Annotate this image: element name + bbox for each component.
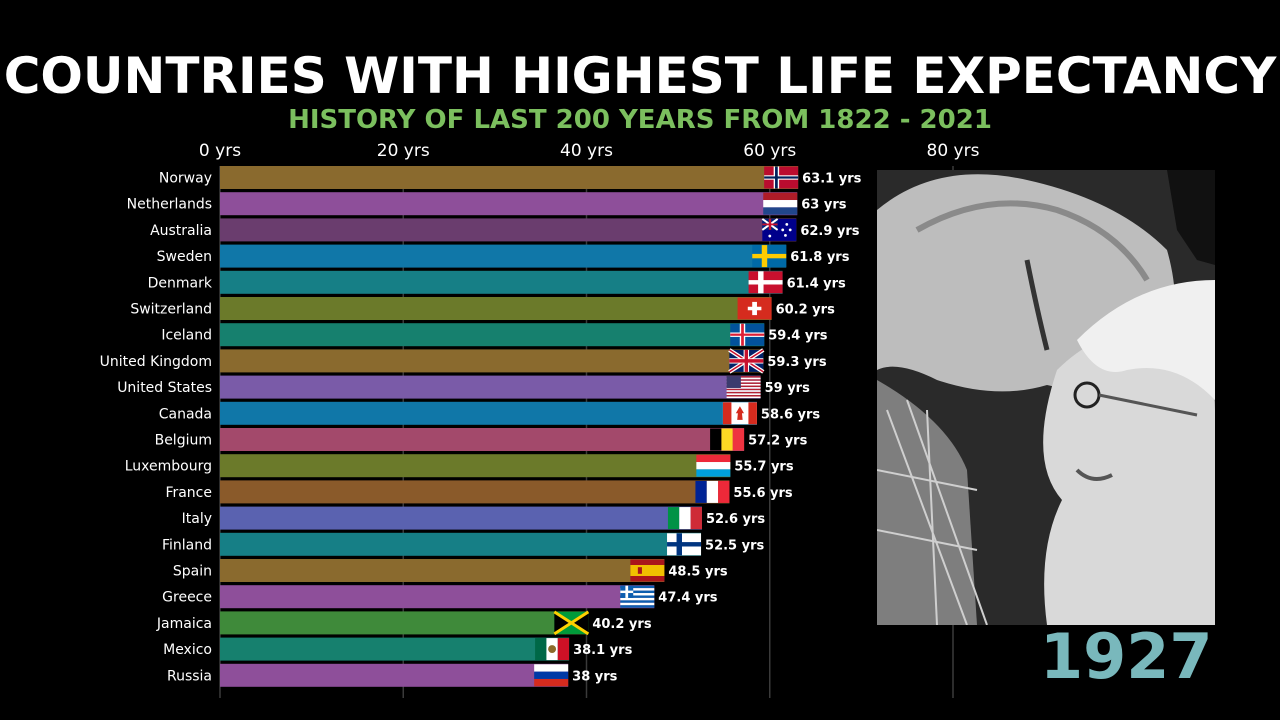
bar-mexico [220,637,570,661]
category-label: Sweden [157,249,212,265]
category-label: United States [117,380,212,396]
bar-netherlands [220,192,798,216]
value-label: 61.4 yrs [787,276,846,291]
value-label: 52.6 yrs [706,512,765,527]
italy-flag-icon [667,507,702,530]
category-label: Switzerland [130,302,212,318]
france-flag-icon [695,480,730,503]
finland-flag-icon [667,533,702,556]
chart-title: COUNTRIES WITH HIGHEST LIFE EXPECTANCY [3,47,1277,105]
value-label: 61.8 yrs [790,250,849,265]
belgium-flag-icon [710,428,745,451]
luxembourg-flag-icon [696,454,731,477]
x-tick-label: 20 yrs [377,141,430,161]
category-label: Denmark [148,275,213,291]
category-label: Italy [182,511,212,527]
category-label: Finland [162,537,212,553]
bar-italy [220,506,702,530]
value-label: 40.2 yrs [592,617,651,632]
australia-flag-icon [761,218,797,241]
jamaica-flag-icon [553,610,590,636]
value-label: 63 yrs [801,198,847,213]
value-label: 38 yrs [572,669,618,684]
x-tick-label: 80 yrs [927,141,980,161]
value-label: 55.7 yrs [734,460,793,475]
bar-france [220,480,730,504]
category-label: Greece [162,590,212,606]
bar-united-kingdom [220,349,764,373]
bar-canada [220,401,757,425]
year-label: 1927 [1040,620,1213,693]
netherlands-flag-icon [763,192,798,215]
bar-denmark [220,270,783,294]
bar-sweden [220,244,787,268]
value-label: 47.4 yrs [658,591,717,606]
bar-united-states [220,375,761,399]
value-label: 55.6 yrs [733,486,792,501]
united-kingdom-flag-icon [728,348,765,374]
value-label: 63.1 yrs [802,172,861,187]
bar-greece [220,585,655,609]
russia-flag-icon [534,664,569,687]
spain-flag-icon [630,559,665,582]
norway-flag-icon [764,166,799,189]
greece-flag-icon [620,585,655,608]
bar-luxembourg [220,454,731,478]
x-tick-label: 40 yrs [560,141,613,161]
category-label: France [165,485,212,501]
value-label: 59.3 yrs [767,355,826,370]
bar-jamaica [220,611,589,635]
bar-finland [220,532,702,556]
category-label: Netherlands [127,197,212,213]
value-label: 59.4 yrs [768,329,827,344]
category-label: Spain [173,564,212,580]
bar-switzerland [220,297,772,320]
category-label: Luxembourg [125,459,212,475]
bar-belgium [220,428,745,451]
category-label: Belgium [155,433,212,449]
x-tick-label: 60 yrs [743,141,796,161]
value-label: 59 yrs [765,381,811,396]
bar-australia [220,218,797,242]
sweden-flag-icon [752,245,787,268]
bar-norway [220,166,799,189]
category-label: Iceland [161,328,212,344]
iceland-flag-icon [730,323,765,346]
value-label: 60.2 yrs [776,303,835,318]
value-label: 52.5 yrs [705,538,764,553]
switzerland-flag-icon [737,297,772,320]
chart-subtitle: HISTORY OF LAST 200 YEARS FROM 1822 - 20… [288,105,992,135]
bar-iceland [220,323,765,347]
category-label: United Kingdom [100,354,212,370]
value-label: 58.6 yrs [761,407,820,422]
bar-spain [220,559,665,582]
value-label: 57.2 yrs [748,434,807,449]
x-tick-label: 0 yrs [199,141,241,161]
category-label: Mexico [163,642,212,658]
denmark-flag-icon [748,271,783,294]
value-label: 62.9 yrs [800,224,859,239]
category-label: Australia [150,223,212,239]
category-label: Jamaica [156,616,212,632]
united-states-flag-icon [726,376,761,399]
mexico-flag-icon [535,638,570,661]
elderly-couple-photo [877,170,1215,625]
category-label: Canada [159,406,212,422]
value-label: 48.5 yrs [668,565,727,580]
category-label: Norway [159,171,212,187]
bar-russia [220,663,569,687]
value-label: 38.1 yrs [573,643,632,658]
category-label: Russia [167,668,212,684]
canada-flag-icon [722,402,757,425]
